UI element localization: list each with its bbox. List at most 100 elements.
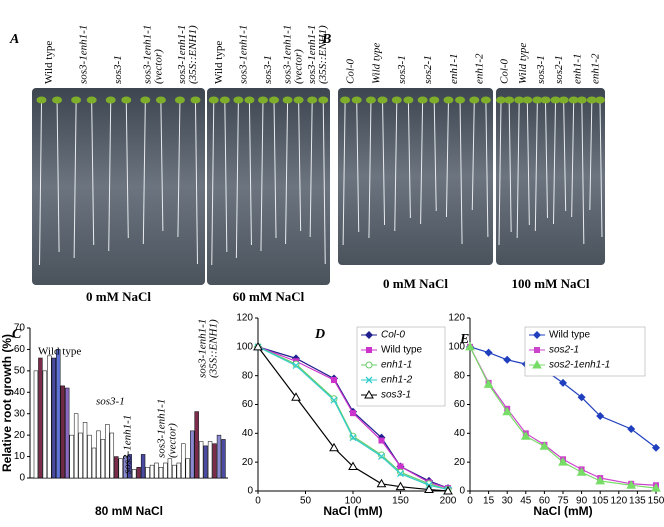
- y-tick-label: 40: [454, 428, 466, 439]
- cotyledon: [293, 96, 304, 104]
- cotyledon: [121, 96, 132, 104]
- annotation: Wild type: [38, 346, 81, 358]
- genotype-label: (35S::ENH1): [317, 25, 329, 84]
- data-point: [378, 437, 385, 444]
- bar: [198, 441, 204, 479]
- data-point: [330, 395, 338, 403]
- panel-letter: B: [321, 32, 331, 47]
- annotation: sos3-1: [96, 396, 125, 408]
- data-point: [331, 376, 337, 383]
- bar: [96, 430, 101, 479]
- bar: [118, 458, 123, 479]
- bar: [87, 434, 92, 479]
- root: [498, 101, 502, 246]
- bar: [131, 469, 137, 479]
- data-point: [520, 431, 531, 440]
- y-tick-label: 120: [448, 313, 465, 324]
- genotype-label: Wild type: [43, 41, 55, 84]
- x-tick-label: 45: [520, 496, 532, 507]
- legend-marker: [365, 361, 373, 369]
- bar: [78, 432, 83, 479]
- data-point: [397, 470, 404, 478]
- legend-marker: [534, 347, 540, 353]
- bar: [207, 441, 213, 479]
- x-tick-label: 50: [300, 496, 312, 507]
- root: [407, 101, 411, 219]
- cotyledon: [340, 96, 351, 104]
- data-point: [253, 341, 263, 351]
- cotyledon: [351, 96, 362, 104]
- data-point: [292, 362, 300, 370]
- root: [394, 101, 398, 232]
- plate-caption: 60 mM NaCl: [233, 289, 305, 304]
- x-tick-label: 75: [557, 496, 569, 507]
- y-tick-label: 0: [247, 486, 253, 497]
- data-point: [559, 378, 567, 387]
- root: [39, 101, 43, 266]
- series-line: [257, 346, 449, 489]
- data-point: [627, 425, 636, 434]
- cotyledon: [269, 96, 280, 104]
- root: [516, 101, 520, 239]
- series-line: [257, 346, 449, 492]
- cotyledon: [282, 96, 293, 104]
- root: [248, 101, 252, 246]
- data-point: [330, 396, 338, 404]
- legend-marker: [365, 376, 373, 384]
- root: [526, 101, 530, 226]
- legend-label: sos2-1: [549, 345, 579, 356]
- x-tick-label: 100: [345, 496, 362, 507]
- root: [56, 101, 60, 253]
- y-tick-label: 60: [14, 344, 26, 355]
- cotyledon: [586, 96, 597, 104]
- series-line: [257, 346, 449, 491]
- annotation: sos3-1enh1-1: [122, 415, 134, 474]
- x-axis-title: NaCl (mM): [533, 504, 592, 518]
- panel-letter: D: [314, 327, 325, 342]
- bar: [109, 432, 115, 479]
- data-point: [558, 457, 568, 466]
- root: [545, 101, 549, 219]
- bar: [149, 464, 155, 479]
- cotyledon: [443, 96, 454, 104]
- genotype-label: sos3-1enh1-1: [237, 25, 249, 84]
- y-tick-label: 0: [19, 473, 25, 484]
- cotyledon: [480, 96, 491, 104]
- cotyledon: [550, 96, 561, 104]
- legend-label: Wild type: [381, 345, 423, 356]
- genotype-label: Wild type: [370, 43, 382, 84]
- root: [356, 101, 360, 233]
- legend-label: sos3-1: [381, 390, 411, 401]
- annotation: (vector): [167, 423, 179, 458]
- data-point: [652, 443, 660, 452]
- data-point: [651, 483, 661, 492]
- series-line: [469, 346, 657, 486]
- legend-label: sos2-1enh1-1: [549, 360, 610, 371]
- data-point: [484, 348, 493, 357]
- genotype-label: Wild type: [517, 43, 529, 84]
- root: [73, 101, 77, 259]
- legend-marker: [365, 331, 373, 339]
- cotyledon: [190, 96, 201, 104]
- panel-letter: A: [9, 32, 19, 47]
- y-tick-label: 0: [459, 486, 465, 497]
- bar: [221, 439, 226, 479]
- x-tick-label: 135: [629, 496, 646, 507]
- cotyledon: [318, 96, 329, 104]
- data-point: [539, 441, 550, 450]
- root: [571, 101, 575, 218]
- root: [142, 101, 146, 245]
- root: [599, 101, 603, 238]
- data-point: [348, 461, 358, 470]
- genotype-label: (vector): [293, 49, 305, 84]
- cotyledon: [71, 96, 82, 104]
- cotyledon: [429, 96, 440, 104]
- x-tick-label: 30: [502, 496, 514, 507]
- legend-label: Col-0: [381, 330, 405, 341]
- root: [177, 101, 181, 238]
- y-tick-label: 10: [14, 451, 26, 462]
- root: [342, 101, 346, 246]
- data-point: [329, 442, 339, 452]
- cotyledon: [540, 96, 551, 104]
- data-point: [465, 341, 475, 351]
